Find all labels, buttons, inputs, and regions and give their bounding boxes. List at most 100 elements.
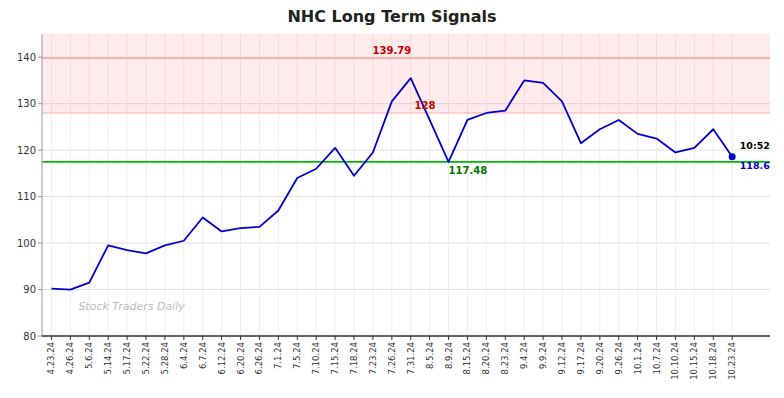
- x-tick-label: 5.22.24: [141, 342, 151, 374]
- y-tick: [38, 57, 42, 58]
- x-tick: [391, 336, 392, 340]
- x-axis-line: [42, 335, 770, 337]
- chart: NHC Long Term Signals8090100110120130140…: [0, 0, 784, 398]
- y-grid-line: [42, 150, 770, 151]
- x-tick: [637, 336, 638, 340]
- watermark: Stock Traders Daily: [78, 300, 185, 313]
- x-tick-label: 9.12.24: [557, 342, 567, 374]
- y-tick: [38, 103, 42, 104]
- x-tick-label: 10.23.24: [727, 342, 737, 380]
- grid: [42, 34, 770, 336]
- reference-label: 128: [415, 100, 436, 111]
- x-tick-label: 9.20.24: [595, 342, 605, 374]
- x-tick: [467, 336, 468, 340]
- x-tick-label: 10.1.24: [633, 342, 643, 374]
- y-tick-label: 140: [17, 52, 36, 63]
- reference-line: [42, 58, 770, 59]
- y-tick-label: 80: [23, 331, 36, 342]
- x-tick: [259, 336, 260, 340]
- x-tick-label: 9.26.24: [614, 342, 624, 374]
- x-tick: [221, 336, 222, 340]
- x-tick-label: 6.4.24: [179, 342, 189, 369]
- y-grid-line: [42, 196, 770, 197]
- x-tick-label: 4.26.24: [65, 342, 75, 374]
- x-tick-label: 9.17.24: [576, 342, 586, 374]
- price-line: [51, 78, 732, 289]
- x-tick-label: 7.23.24: [368, 342, 378, 374]
- x-tick: [183, 336, 184, 340]
- y-tick: [38, 336, 42, 337]
- x-tick-label: 6.7.24: [198, 342, 208, 369]
- x-tick: [240, 336, 241, 340]
- x-tick: [89, 336, 90, 340]
- y-tick: [38, 243, 42, 244]
- x-tick: [354, 336, 355, 340]
- x-tick: [580, 336, 581, 340]
- x-ticks: 4.23.244.26.245.6.245.14.245.17.245.22.2…: [46, 336, 737, 380]
- x-tick-label: 7.31.24: [406, 342, 416, 374]
- x-tick: [278, 336, 279, 340]
- x-tick: [410, 336, 411, 340]
- reference-label: 139.79: [373, 45, 412, 56]
- x-tick-label: 8.20.24: [481, 342, 491, 374]
- y-grid-line: [42, 243, 770, 244]
- x-tick-label: 10.7.24: [652, 342, 662, 374]
- y-ticks: 8090100110120130140: [17, 52, 42, 342]
- x-tick: [505, 336, 506, 340]
- x-tick-label: 8.23.24: [500, 342, 510, 374]
- x-tick-label: 6.20.24: [236, 342, 246, 374]
- x-tick: [297, 336, 298, 340]
- annotations: 139.79128117.4810:52118.6: [373, 45, 771, 176]
- x-tick: [694, 336, 695, 340]
- x-tick-label: 6.12.24: [217, 342, 227, 374]
- reference-label: 117.48: [449, 165, 488, 176]
- y-tick: [38, 289, 42, 290]
- x-tick-label: 10.10.24: [670, 342, 680, 380]
- x-tick: [316, 336, 317, 340]
- x-tick-label: 5.17.24: [122, 342, 132, 374]
- x-tick: [146, 336, 147, 340]
- y-tick: [38, 196, 42, 197]
- x-tick-label: 8.5.24: [425, 342, 435, 369]
- x-tick: [164, 336, 165, 340]
- x-tick: [524, 336, 525, 340]
- x-tick-label: 9.4.24: [519, 342, 529, 369]
- x-tick-label: 10.18.24: [708, 342, 718, 380]
- x-tick-label: 7.1.24: [273, 342, 283, 369]
- y-tick: [38, 150, 42, 151]
- band: [42, 34, 770, 58]
- end-value-label: 118.6: [740, 160, 770, 171]
- y-grid-line: [42, 289, 770, 290]
- x-tick-label: 7.15.24: [330, 342, 340, 374]
- reference-line: [42, 112, 770, 113]
- y-tick-label: 130: [17, 98, 36, 109]
- x-tick: [543, 336, 544, 340]
- x-tick: [372, 336, 373, 340]
- x-tick-label: 9.9.24: [538, 342, 548, 369]
- reference-line: [42, 161, 770, 163]
- x-tick-label: 7.5.24: [292, 342, 302, 369]
- y-tick-label: 90: [23, 284, 36, 295]
- x-tick: [127, 336, 128, 340]
- x-tick: [618, 336, 619, 340]
- y-axis-line: [42, 34, 43, 336]
- x-tick: [70, 336, 71, 340]
- x-tick-label: 8.15.24: [462, 342, 472, 374]
- x-tick-label: 7.10.24: [311, 342, 321, 374]
- x-tick-label: 5.14.24: [103, 342, 113, 374]
- x-tick: [51, 336, 52, 340]
- y-tick-label: 110: [17, 191, 36, 202]
- x-tick: [202, 336, 203, 340]
- x-tick-label: 8.9.24: [444, 342, 454, 369]
- x-tick-label: 5.28.24: [160, 342, 170, 374]
- y-tick-label: 120: [17, 145, 36, 156]
- y-grid-line: [42, 336, 770, 337]
- x-tick-label: 4.23.24: [46, 342, 56, 374]
- x-tick: [429, 336, 430, 340]
- x-tick: [599, 336, 600, 340]
- x-tick: [732, 336, 733, 340]
- x-tick: [562, 336, 563, 340]
- end-dot: [729, 153, 736, 160]
- x-tick-label: 6.26.24: [254, 342, 264, 374]
- x-tick: [486, 336, 487, 340]
